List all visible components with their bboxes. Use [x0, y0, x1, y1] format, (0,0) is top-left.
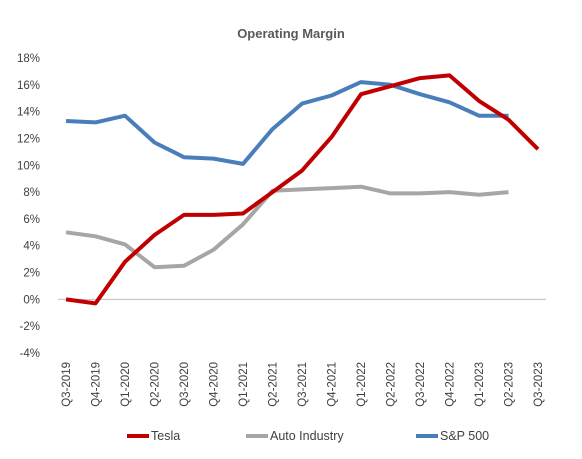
series-line-s-p-500 — [65, 80, 509, 166]
x-tick-label: Q1-2023 — [474, 362, 486, 407]
legend: Tesla Auto Industry S&P 500 — [127, 429, 489, 443]
legend-label: Auto Industry — [270, 429, 344, 443]
x-tick-label: Q2-2020 — [150, 362, 162, 407]
series-line-tesla — [65, 73, 540, 306]
y-tick-label: 18% — [17, 53, 40, 65]
x-tick-label: Q4-2019 — [91, 362, 103, 407]
x-tick-label: Q2-2021 — [268, 362, 280, 407]
x-tick-label: Q3-2023 — [533, 362, 545, 407]
legend-label: S&P 500 — [440, 429, 489, 443]
x-tick-label: Q4-2022 — [445, 362, 457, 407]
y-tick-label: 10% — [17, 160, 40, 172]
x-tick-label: Q1-2021 — [238, 362, 250, 407]
x-tick-label: Q3-2022 — [415, 362, 427, 407]
y-tick-label: 6% — [23, 214, 40, 226]
y-tick-label: 8% — [23, 187, 40, 199]
y-tick-label: 16% — [17, 80, 40, 92]
y-tick-label: 12% — [17, 133, 40, 145]
series-line-auto-industry — [65, 184, 509, 270]
x-tick-label: Q4-2020 — [209, 362, 221, 407]
x-tick-label: Q3-2020 — [179, 362, 191, 407]
series-layer — [65, 73, 540, 306]
x-tick-label: Q1-2020 — [120, 362, 132, 407]
x-tick-label: Q4-2021 — [327, 362, 339, 407]
y-tick-label: 2% — [23, 268, 40, 280]
x-tick-label: Q3-2019 — [61, 362, 73, 407]
x-tick-label: Q1-2022 — [356, 362, 368, 407]
x-tick-label: Q2-2023 — [504, 362, 516, 407]
x-axis: Q3-2019 Q4-2019 Q1-2020 Q2-2020 Q3-2020 Q4-20… — [58, 298, 546, 407]
y-axis: -4% -2% 0% 2% 4% 6% 8% 10% 12% 14% 16% 18% — [17, 53, 40, 360]
y-tick-label: 4% — [23, 241, 40, 253]
y-tick-label: -2% — [20, 321, 40, 333]
y-tick-label: 0% — [23, 294, 40, 306]
y-tick-label: 14% — [17, 107, 40, 119]
x-tick-label: Q2-2022 — [386, 362, 398, 407]
legend-label: Tesla — [151, 429, 180, 443]
y-tick-label: -4% — [20, 348, 40, 360]
x-tick-label: Q3-2021 — [297, 362, 309, 407]
chart-title: Operating Margin — [237, 26, 345, 41]
